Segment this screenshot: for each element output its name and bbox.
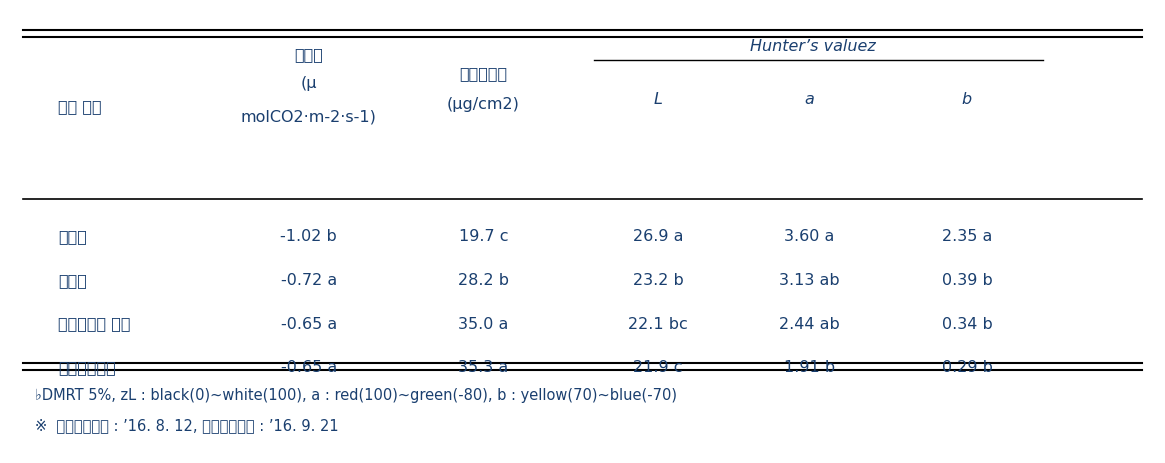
Text: -0.72 a: -0.72 a: [281, 273, 337, 288]
Text: -0.65 a: -0.65 a: [281, 360, 337, 375]
Text: ※  호흡량조사일 : ’16. 8. 12, 착색도조사일 : ’16. 9. 21: ※ 호흡량조사일 : ’16. 8. 12, 착색도조사일 : ’16. 9. …: [35, 419, 339, 433]
Text: 안토시아닌: 안토시아닌: [459, 67, 508, 81]
Text: (μ: (μ: [301, 76, 317, 91]
Text: 26.9 a: 26.9 a: [633, 229, 684, 244]
Text: b: b: [962, 92, 972, 107]
Text: 처리 내용: 처리 내용: [58, 99, 101, 114]
Text: 3.13 ab: 3.13 ab: [779, 273, 840, 288]
Text: 35.3 a: 35.3 a: [458, 360, 509, 375]
Text: Hunter’s valuez: Hunter’s valuez: [750, 39, 875, 54]
Text: 무처리: 무처리: [58, 229, 87, 244]
Text: 지중열냉난방: 지중열냉난방: [58, 360, 116, 375]
Text: molCO2·m-2·s-1): molCO2·m-2·s-1): [241, 109, 376, 124]
Text: 호흡량: 호흡량: [295, 47, 323, 62]
Text: 3.60 a: 3.60 a: [784, 229, 835, 244]
Text: 19.7 c: 19.7 c: [459, 229, 508, 244]
Text: 22.1 bc: 22.1 bc: [628, 317, 689, 332]
Text: -1.02 b: -1.02 b: [281, 229, 337, 244]
Text: 23.2 b: 23.2 b: [633, 273, 684, 288]
Text: 0.34 b: 0.34 b: [941, 317, 993, 332]
Text: 21.9 c: 21.9 c: [634, 360, 683, 375]
Text: 0.39 b: 0.39 b: [941, 273, 993, 288]
Text: 0.29 b: 0.29 b: [941, 360, 993, 375]
Text: 2.35 a: 2.35 a: [941, 229, 993, 244]
Text: 환기팬: 환기팬: [58, 273, 87, 288]
Text: -0.65 a: -0.65 a: [281, 317, 337, 332]
Text: 1.91 b: 1.91 b: [784, 360, 835, 375]
Text: 스프링클러 살수: 스프링클러 살수: [58, 317, 130, 332]
Text: 35.0 a: 35.0 a: [458, 317, 509, 332]
Text: ♭DMRT 5%, zL : black(0)~white(100), a : red(100)~green(-80), b : yellow(70)~blue: ♭DMRT 5%, zL : black(0)~white(100), a : …: [35, 388, 677, 403]
Text: 2.44 ab: 2.44 ab: [779, 317, 840, 332]
Text: 28.2 b: 28.2 b: [458, 273, 509, 288]
Text: L: L: [654, 92, 663, 107]
Text: a: a: [805, 92, 814, 107]
Text: (μg/cm2): (μg/cm2): [447, 97, 520, 112]
